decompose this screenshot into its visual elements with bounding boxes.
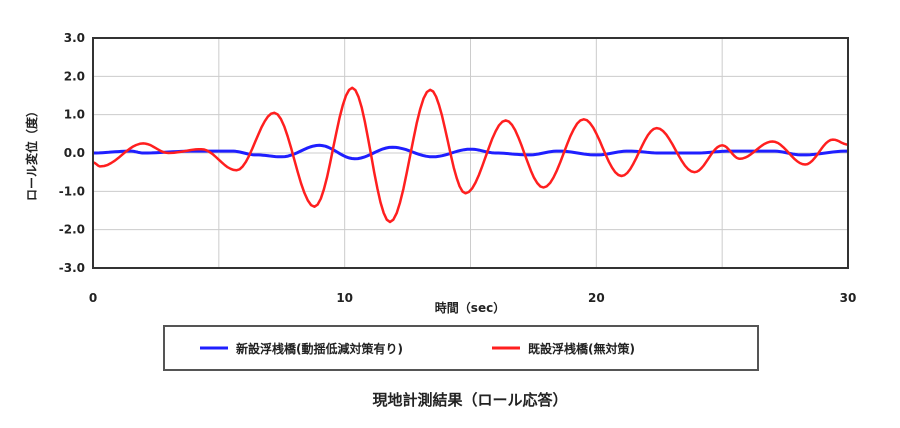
plot-frame [92, 37, 849, 269]
x-axis-label: 時間（sec） [435, 300, 505, 315]
grid [92, 37, 849, 269]
y-tick-label: 3.0 [64, 31, 85, 45]
y-tick-label: -2.0 [59, 223, 85, 237]
x-tick-label: 30 [840, 291, 857, 305]
series-line-0 [93, 143, 848, 161]
x-tick-label: 10 [336, 291, 353, 305]
x-tick-label: 0 [89, 291, 97, 305]
y-tick-label: 1.0 [64, 108, 85, 122]
series-lines [92, 86, 849, 224]
y-axis-label: ロール変位（度） [24, 105, 39, 201]
y-tick-label: 0.0 [64, 146, 85, 160]
legend-label-new: 新設浮桟橋(動揺低減対策有り) [236, 341, 403, 356]
y-tick-label: -1.0 [59, 184, 85, 198]
legend-label-existing: 既設浮桟橋(無対策) [528, 341, 635, 356]
series-line-1 [92, 86, 849, 224]
legend [163, 325, 759, 371]
y-tick-label: -3.0 [59, 261, 85, 275]
x-tick-label: 20 [588, 291, 605, 305]
chart-title: 現地計測結果（ロール応答） [372, 391, 567, 409]
y-tick-label: 2.0 [64, 69, 85, 83]
ticks: 3.0 2.0 1.0 0.0 -1.0 -2.0 -3.0 0 10 20 30 [59, 31, 857, 305]
